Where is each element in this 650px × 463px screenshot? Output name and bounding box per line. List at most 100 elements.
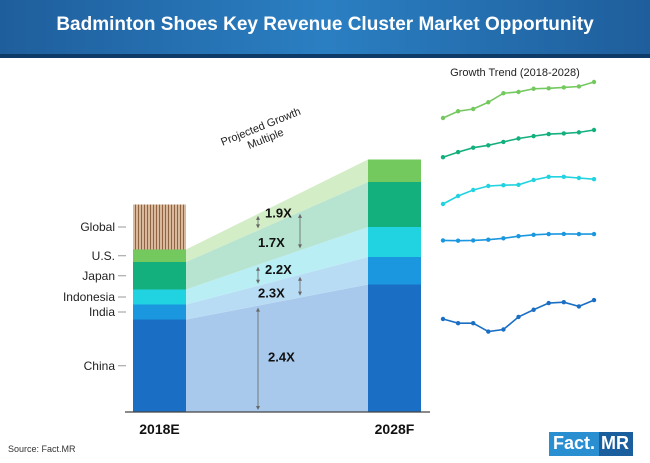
band-india (186, 257, 368, 320)
trend-point-japan-2025 (546, 131, 551, 137)
trend-line-indonesia (442, 176, 595, 205)
trend-point-indonesia-2028 (591, 177, 597, 182)
trend-title: Growth Trend (2018-2028) (450, 67, 580, 79)
multiple-arrowhead-bottom-japan (298, 244, 302, 249)
trend-point-india-2021 (486, 237, 491, 242)
multiple-label-japan: 1.7X (258, 235, 285, 250)
bar-2018-china (133, 319, 186, 412)
band-japan (186, 182, 368, 290)
bar-2028-japan (368, 182, 421, 227)
trend-point-indonesia-2022 (501, 183, 506, 188)
logo-part-mr: MR (599, 432, 634, 456)
bar-2028-china (368, 284, 421, 412)
trend-point-japan-2024 (531, 133, 536, 139)
trend-point-u-s-2025 (546, 86, 551, 91)
trend-point-japan-2022 (501, 139, 506, 145)
trend-point-u-s-2018 (440, 115, 446, 121)
trend-point-india-2023 (516, 234, 521, 239)
bar-2028-u-s (368, 159, 421, 182)
segment-label-u-s: U.S. (92, 249, 115, 263)
bar-2018-indonesia (133, 289, 186, 305)
trend-point-indonesia-2027 (576, 175, 582, 181)
trend-point-indonesia-2026 (561, 174, 566, 179)
header-background (0, 0, 650, 58)
trend-point-indonesia-2018 (440, 201, 446, 207)
trend-point-indonesia-2024 (531, 177, 536, 183)
multiple-label-u-s: 1.9X (265, 205, 292, 220)
trend-point-u-s-2028 (591, 79, 597, 85)
multiple-label-india: 2.3X (258, 286, 285, 301)
multiple-arrowhead-top-china (256, 307, 260, 312)
header-banner: Badminton Shoes Key Revenue Cluster Mark… (0, 0, 650, 58)
trend-point-china-2022 (501, 327, 506, 332)
trend-point-china-2021 (486, 329, 491, 334)
multiple-label-china: 2.4X (268, 350, 295, 365)
trend-point-india-2019 (455, 238, 461, 243)
trend-point-china-2028 (591, 297, 597, 303)
multiple-arrowhead-top-indonesia (256, 266, 260, 271)
trend-point-u-s-2027 (576, 84, 582, 89)
trend-point-china-2026 (561, 300, 566, 305)
trend-point-india-2028 (591, 231, 597, 237)
trend-point-china-2018 (440, 316, 446, 322)
page-title: Badminton Shoes Key Revenue Cluster Mark… (56, 14, 594, 35)
trend-point-japan-2028 (591, 127, 597, 133)
trend-point-indonesia-2023 (516, 182, 521, 187)
trend-point-japan-2018 (440, 155, 446, 160)
segment-label-japan: Japan (82, 269, 115, 283)
trend-point-japan-2020 (471, 145, 476, 150)
trend-point-china-2020 (471, 321, 476, 326)
trend-point-india-2024 (531, 232, 536, 237)
trend-point-indonesia-2019 (455, 193, 461, 199)
trend-point-indonesia-2021 (486, 183, 491, 189)
category-label-2018: 2018E (139, 421, 179, 437)
trend-point-india-2018 (440, 238, 446, 243)
trend-point-china-2025 (546, 300, 551, 306)
trend-point-u-s-2019 (455, 109, 461, 114)
trend-line-u-s (442, 81, 595, 119)
multiple-arrowhead-bottom-china (256, 406, 260, 410)
trend-point-u-s-2024 (531, 86, 536, 91)
segment-label-china: China (84, 359, 116, 373)
bar-2018-global (133, 204, 186, 250)
trend-point-u-s-2026 (561, 85, 566, 90)
category-label-2028: 2028F (375, 421, 415, 437)
bar-2018-u-s (133, 249, 186, 262)
trend-point-india-2022 (501, 236, 506, 241)
trend-point-indonesia-2020 (471, 187, 476, 193)
header-stripe (0, 54, 650, 58)
trend-point-u-s-2020 (471, 106, 476, 112)
trend-point-china-2024 (531, 307, 536, 312)
brand-logo: Fact. MR (549, 432, 634, 456)
band-china (186, 284, 368, 412)
annotation-text: Projected GrowthMultiple (219, 106, 307, 161)
trend-point-china-2023 (516, 314, 521, 320)
trend-point-u-s-2023 (516, 89, 521, 95)
trend-point-u-s-2021 (486, 100, 491, 105)
trend-line-japan (442, 129, 595, 158)
source-note: Source: Fact.MR (8, 444, 76, 454)
trend-point-india-2025 (546, 231, 551, 237)
trend-point-india-2027 (576, 231, 582, 237)
trend-point-india-2026 (561, 231, 566, 237)
trend-point-japan-2021 (486, 143, 491, 148)
trend-point-india-2020 (471, 238, 476, 243)
multiple-arrowhead-bottom-u-s (256, 224, 260, 229)
trend-point-u-s-2022 (501, 91, 506, 96)
multiple-label-indonesia: 2.2X (265, 262, 292, 277)
segment-label-indonesia: Indonesia (63, 290, 115, 304)
trend-point-japan-2019 (455, 149, 461, 155)
trend-point-china-2027 (576, 304, 582, 309)
bar-2018-india (133, 304, 186, 320)
trend-point-indonesia-2025 (546, 174, 551, 179)
band-u-s (186, 159, 368, 262)
trend-point-china-2019 (455, 321, 461, 326)
multiple-arrowhead-bottom-india (298, 291, 302, 296)
trend-point-japan-2026 (561, 131, 566, 136)
logo-part-fact: Fact. (549, 432, 600, 456)
trend-point-japan-2023 (516, 136, 521, 141)
multiple-arrowhead-top-u-s (256, 215, 260, 220)
multiple-arrowhead-top-india (298, 276, 302, 281)
bar-2028-indonesia (368, 227, 421, 257)
